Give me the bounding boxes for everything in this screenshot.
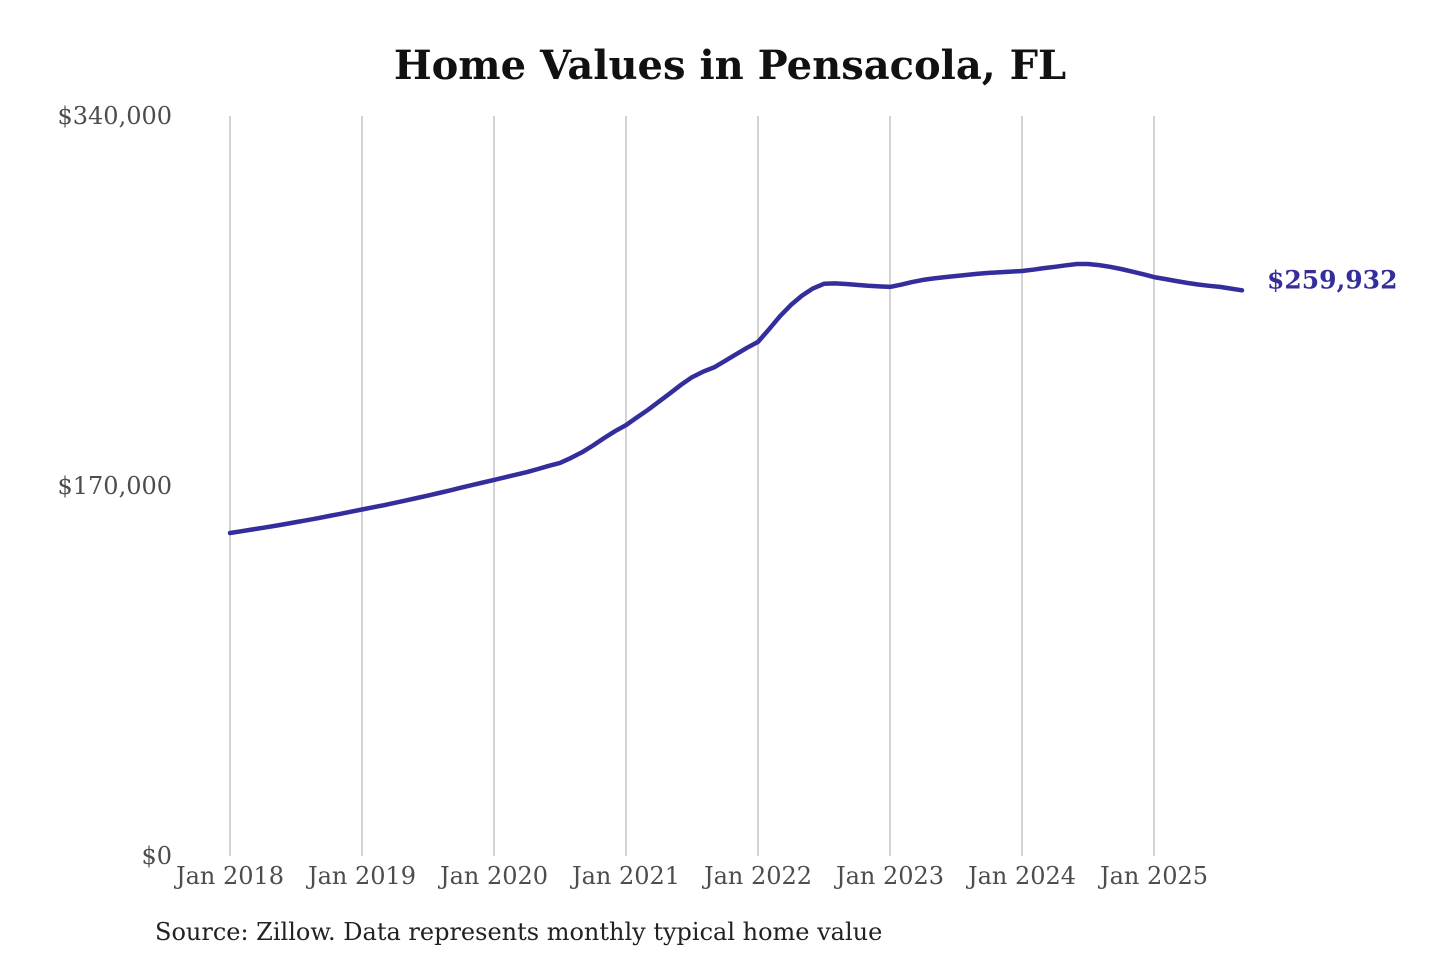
x-tick-label-jan-2025: Jan 2025 xyxy=(1097,862,1208,890)
y-axis-tick-labels: $0 $170,000 $340,000 xyxy=(57,102,172,870)
y-tick-label-170000: $170,000 xyxy=(57,472,172,500)
x-tick-label-jan-2018: Jan 2018 xyxy=(173,862,284,890)
home-value-series-line xyxy=(227,261,1245,536)
chart-title: Home Values in Pensacola, FL xyxy=(394,42,1066,89)
final-value-label: $259,932 xyxy=(1267,265,1397,294)
x-tick-label-jan-2020: Jan 2020 xyxy=(437,862,548,890)
y-tick-label-340000: $340,000 xyxy=(57,102,172,130)
y-tick-label-0: $0 xyxy=(141,842,172,870)
x-tick-label-jan-2019: Jan 2019 xyxy=(305,862,416,890)
source-note: Source: Zillow. Data represents monthly … xyxy=(155,918,882,946)
x-tick-label-jan-2022: Jan 2022 xyxy=(701,862,812,890)
x-tick-label-jan-2023: Jan 2023 xyxy=(833,862,944,890)
year-gridlines xyxy=(229,116,1155,856)
x-axis-tick-labels: Jan 2018 Jan 2019 Jan 2020 Jan 2021 Jan 2022… xyxy=(173,862,1208,890)
x-tick-label-jan-2021: Jan 2021 xyxy=(569,862,680,890)
x-tick-label-jan-2024: Jan 2024 xyxy=(965,862,1076,890)
